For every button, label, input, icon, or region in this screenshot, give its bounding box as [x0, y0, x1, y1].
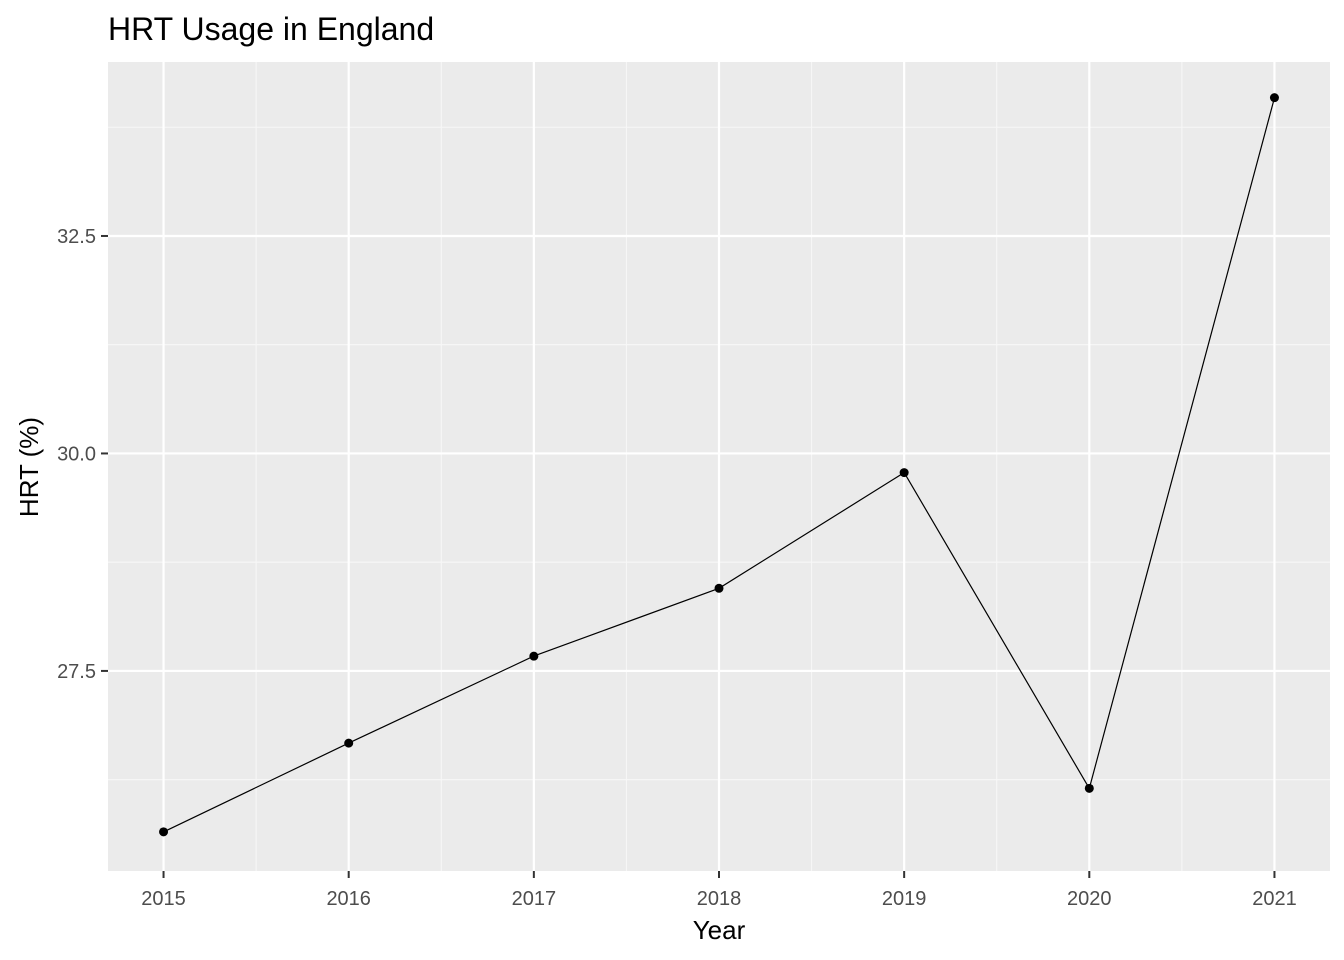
minor-gridlines-x: [255, 62, 1183, 871]
x-tick-label: 2018: [697, 888, 742, 910]
data-point: [344, 738, 354, 748]
data-point: [529, 651, 539, 661]
x-tick-label: 2020: [1067, 888, 1112, 910]
data-points: [159, 93, 1279, 837]
data-point: [159, 827, 169, 837]
y-tick-label: 32.5: [57, 226, 96, 248]
x-axis: 2015 2016 2017 2018 2019 2020 2021: [141, 871, 1297, 910]
y-axis: 27.5 30.0 32.5: [57, 226, 108, 683]
y-tick-label: 27.5: [57, 661, 96, 683]
chart-title: HRT Usage in England: [108, 11, 434, 47]
data-point: [1084, 783, 1094, 793]
x-axis-title: Year: [693, 915, 746, 945]
y-tick-label: 30.0: [57, 443, 96, 465]
data-point: [1269, 93, 1279, 103]
x-tick-label: 2019: [882, 888, 927, 910]
x-tick-label: 2021: [1252, 888, 1297, 910]
x-tick-label: 2017: [512, 888, 557, 910]
x-tick-label: 2016: [326, 888, 371, 910]
x-tick-label: 2015: [141, 888, 186, 910]
data-point: [714, 583, 724, 593]
data-point: [899, 468, 909, 478]
y-axis-title: HRT (%): [14, 417, 44, 517]
major-gridlines-x: [162, 62, 1276, 871]
